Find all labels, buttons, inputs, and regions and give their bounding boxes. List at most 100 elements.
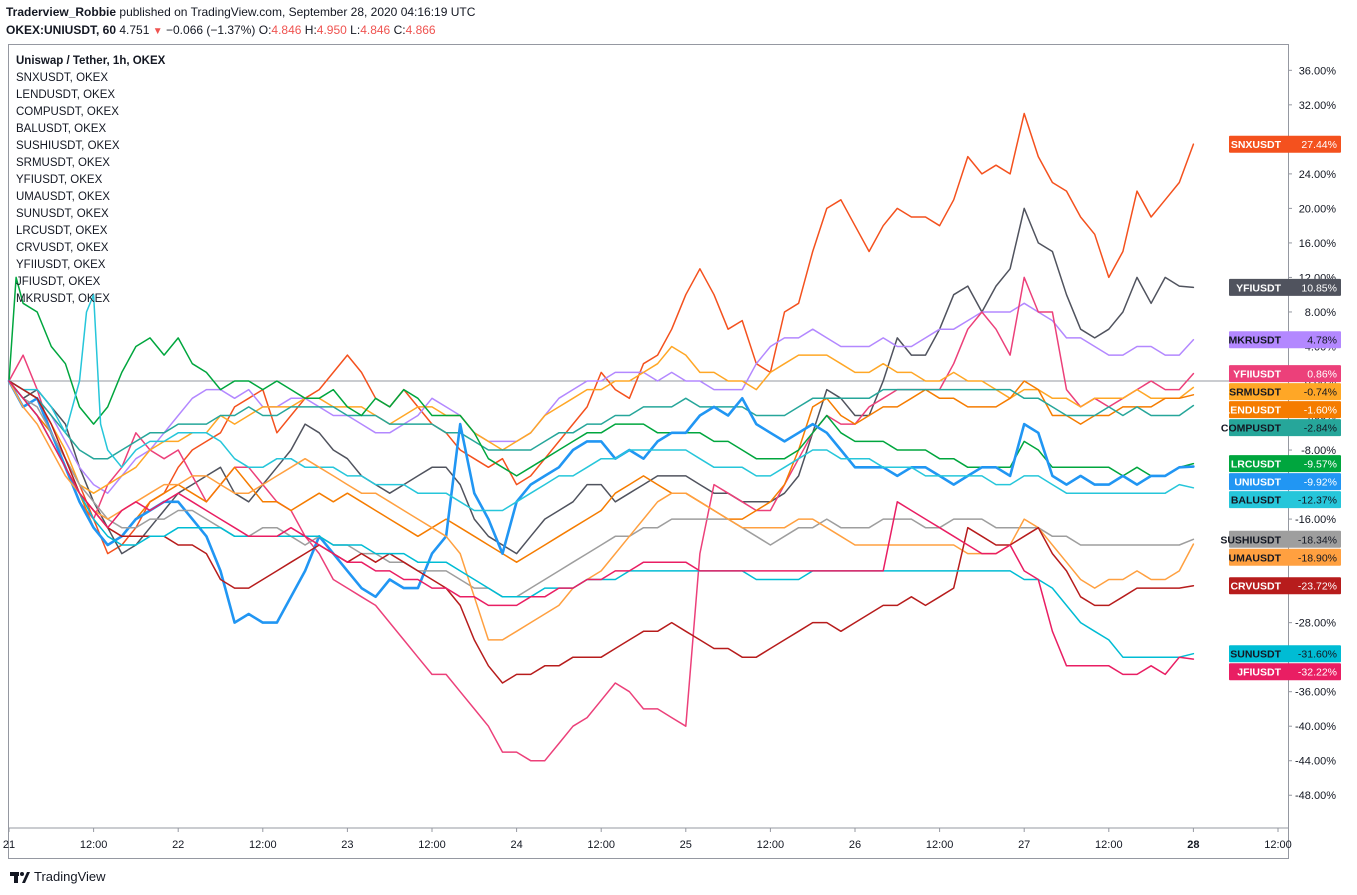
y-tick-label: -36.00% bbox=[1295, 687, 1336, 699]
low-value: 4.846 bbox=[360, 23, 391, 37]
series-line-balusdt bbox=[8, 293, 1195, 512]
symbol-label[interactable]: OKEX:UNIUSDT, 60 bbox=[6, 23, 117, 37]
y-tick-label: -28.00% bbox=[1295, 618, 1336, 630]
value-tag-name: SRMUSDT bbox=[1229, 387, 1282, 399]
value-tag-bg bbox=[1229, 548, 1341, 566]
legend-item[interactable]: LRCUSDT, OKEX bbox=[16, 225, 108, 237]
value-tag-value: 4.78% bbox=[1307, 335, 1337, 347]
y-tick-label: 8.00% bbox=[1305, 307, 1336, 319]
legend-item[interactable]: SRMUSDT, OKEX bbox=[16, 157, 110, 169]
value-tag-crvusdt: CRVUSDT -23.72% bbox=[1229, 577, 1341, 595]
value-tag-value: -9.57% bbox=[1304, 459, 1337, 471]
legend-item[interactable]: COMPUSDT, OKEX bbox=[16, 106, 119, 118]
y-tick-label: 16.00% bbox=[1299, 238, 1337, 250]
low-label: L: bbox=[350, 23, 361, 37]
value-tag-value: -12.37% bbox=[1298, 495, 1337, 507]
legend-item[interactable]: JFIUSDT, OKEX bbox=[16, 276, 101, 288]
x-tick-label: 26 bbox=[849, 839, 861, 851]
value-tag-bg bbox=[1229, 491, 1341, 509]
close-label: C: bbox=[393, 23, 406, 37]
legend-item[interactable]: SNXUSDT, OKEX bbox=[16, 72, 109, 84]
x-tick-label: 21 bbox=[3, 839, 15, 851]
value-tag-value: -9.92% bbox=[1304, 477, 1337, 489]
value-tag-value: -31.60% bbox=[1298, 649, 1337, 661]
legend-item[interactable]: SUSHIUSDT, OKEX bbox=[16, 140, 120, 152]
value-tag-bg bbox=[1229, 365, 1341, 383]
value-tag-name: LRCUSDT bbox=[1231, 459, 1282, 471]
series-line-sushiusdt bbox=[8, 380, 1195, 598]
value-tag-name: CRVUSDT bbox=[1230, 581, 1281, 593]
x-tick-label: 27 bbox=[1018, 839, 1030, 851]
value-tag-yfiiusdt: YFIIUSDT 0.86% bbox=[1229, 365, 1341, 383]
y-tick-label: -40.00% bbox=[1295, 721, 1336, 733]
value-tag-compusdt: COMPUSDT -2.84% bbox=[1221, 419, 1341, 437]
series-line-jfiusdt bbox=[8, 380, 1195, 676]
legend-item-main[interactable]: Uniswap / Tether, 1h, OKEX bbox=[16, 55, 166, 67]
legend-item[interactable]: YFIUSDT, OKEX bbox=[16, 174, 103, 186]
footer-brand[interactable]: TradingView bbox=[34, 869, 106, 884]
series-line-compusdt bbox=[8, 380, 1195, 460]
y-tick-label: 20.00% bbox=[1299, 203, 1337, 215]
legend-item[interactable]: LENDUSDT, OKEX bbox=[16, 89, 116, 101]
y-tick-label: -44.00% bbox=[1295, 756, 1336, 768]
value-tag-name: UNIUSDT bbox=[1234, 477, 1281, 489]
series-line-srmusdt bbox=[8, 345, 1195, 494]
last-price: 4.751 bbox=[119, 23, 150, 37]
y-tick-label: 24.00% bbox=[1299, 169, 1337, 181]
high-value: 4.950 bbox=[316, 23, 347, 37]
legend-item[interactable]: UMAUSDT, OKEX bbox=[16, 191, 110, 203]
series-line-sunusdt bbox=[8, 380, 1195, 658]
x-tick-label: 12:00 bbox=[418, 839, 446, 851]
series-line-lrcusdt bbox=[8, 276, 1195, 477]
published-text: published on TradingView.com, September … bbox=[119, 5, 476, 19]
series-line-mkrusdt bbox=[8, 302, 1195, 494]
value-tag-jfiusdt: JFIUSDT -32.22% bbox=[1229, 663, 1341, 681]
legend-item[interactable]: CRVUSDT, OKEX bbox=[16, 242, 109, 254]
value-tag-name: SUSHIUSDT bbox=[1220, 534, 1281, 546]
x-tick-label: 25 bbox=[680, 839, 692, 851]
value-tag-name: COMPUSDT bbox=[1221, 423, 1282, 435]
series-lines bbox=[7, 112, 1195, 762]
value-tag-sushiusdt: SUSHIUSDT -18.34% bbox=[1220, 530, 1341, 548]
series-line-snxusdt bbox=[8, 112, 1195, 555]
value-tag-bg bbox=[1229, 331, 1341, 349]
value-tag-bg bbox=[1229, 473, 1341, 491]
value-tag-sunusdt: SUNUSDT -31.60% bbox=[1229, 645, 1341, 663]
value-tag-bg bbox=[1229, 278, 1341, 296]
x-tick-label: 12:00 bbox=[1264, 839, 1292, 851]
x-tick-label: 12:00 bbox=[757, 839, 785, 851]
series-line-uniusdt bbox=[7, 379, 1195, 624]
value-tag-bg bbox=[1229, 135, 1341, 153]
value-tag-bg bbox=[1229, 455, 1341, 473]
x-tick-label: 23 bbox=[341, 839, 353, 851]
x-tick-label: 12:00 bbox=[1095, 839, 1123, 851]
value-tag-name: UMAUSDT bbox=[1229, 552, 1282, 564]
value-tag-value: -32.22% bbox=[1298, 667, 1337, 679]
value-tag-umausdt: UMAUSDT -18.90% bbox=[1229, 548, 1341, 566]
value-tag-bg bbox=[1229, 401, 1341, 419]
y-tick-label: -8.00% bbox=[1301, 445, 1336, 457]
x-tick-label: 28 bbox=[1187, 839, 1199, 851]
value-tag-name: YFIUSDT bbox=[1236, 282, 1282, 294]
value-tag-snxusdt: SNXUSDT 27.44% bbox=[1229, 135, 1341, 153]
x-tick-label: 12:00 bbox=[587, 839, 615, 851]
x-tick-label: 12:00 bbox=[80, 839, 108, 851]
legend-item[interactable]: SUNUSDT, OKEX bbox=[16, 208, 109, 220]
value-tag-name: BALUSDT bbox=[1231, 495, 1282, 507]
publisher-name[interactable]: Traderview_Robbie bbox=[6, 5, 117, 19]
x-tick-label: 12:00 bbox=[249, 839, 277, 851]
y-tick-label: 36.00% bbox=[1299, 65, 1337, 77]
value-tag-uniusdt: UNIUSDT -9.92% bbox=[1229, 473, 1341, 491]
legend-item[interactable]: YFIIUSDT, OKEX bbox=[16, 259, 106, 271]
price-change: −0.066 (−1.37%) bbox=[166, 23, 256, 37]
tradingview-logo-icon bbox=[10, 871, 30, 883]
x-tick-label: 12:00 bbox=[926, 839, 954, 851]
legend-item[interactable]: BALUSDT, OKEX bbox=[16, 123, 107, 135]
value-tag-bg bbox=[1229, 663, 1341, 681]
value-tag-value: 10.85% bbox=[1301, 282, 1337, 294]
publish-info: Traderview_Robbie published on TradingVi… bbox=[6, 5, 475, 19]
legend-item[interactable]: MKRUSDT, OKEX bbox=[16, 293, 110, 305]
series-line-lendusdt bbox=[8, 380, 1195, 563]
series-line-crvusdt bbox=[8, 380, 1195, 684]
